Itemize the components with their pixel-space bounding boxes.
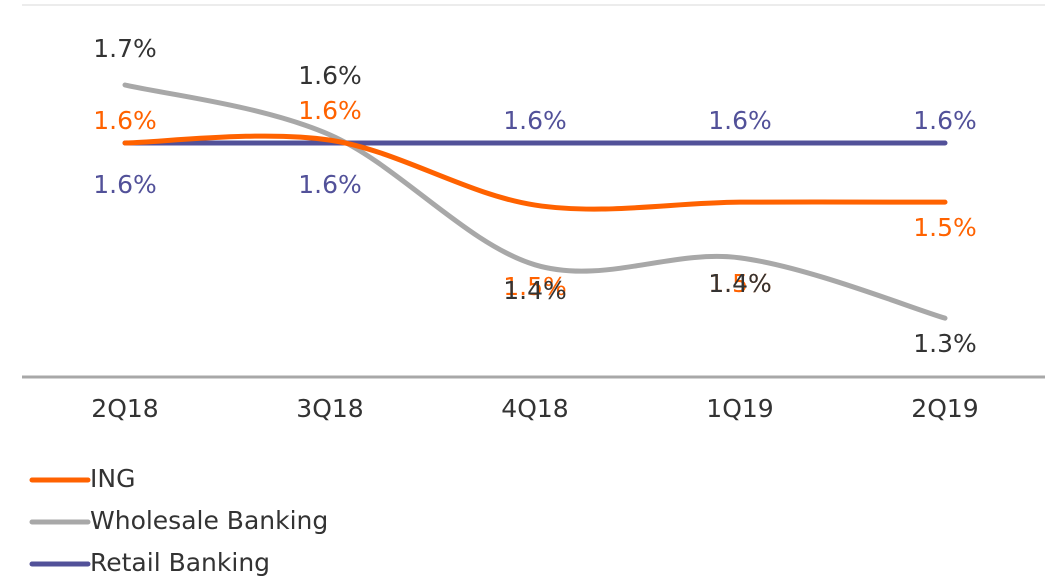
x-tick-label: 3Q18: [296, 394, 363, 423]
data-label: 1.6%: [298, 96, 362, 125]
data-label: 1.5%: [503, 272, 567, 301]
x-tick-label: 2Q19: [911, 394, 978, 423]
data-label: 1.6%: [93, 170, 157, 199]
data-label: 1.6%: [298, 170, 362, 199]
data-label: 1.6%: [708, 106, 772, 135]
data-label: 1.6%: [298, 61, 362, 90]
data-label: 1.5%: [913, 213, 977, 242]
series-line: [122, 133, 948, 212]
data-label: 1.7%: [93, 34, 157, 63]
data-label: 1.5%: [708, 269, 772, 298]
data-label: 1.3%: [913, 329, 977, 358]
data-label: 1.6%: [913, 106, 977, 135]
series-line: [122, 82, 948, 321]
legend-label: Retail Banking: [90, 548, 270, 577]
data-label: 1.6%: [503, 106, 567, 135]
legend-label: ING: [90, 464, 135, 493]
x-tick-label: 2Q18: [91, 394, 158, 423]
legend-label: Wholesale Banking: [90, 506, 328, 535]
x-tick-label: 1Q19: [706, 394, 773, 423]
data-label: 1.6%: [93, 106, 157, 135]
data-label: 1.4%: [503, 276, 567, 305]
data-label: 1.4%: [708, 269, 772, 298]
x-tick-label: 4Q18: [501, 394, 568, 423]
